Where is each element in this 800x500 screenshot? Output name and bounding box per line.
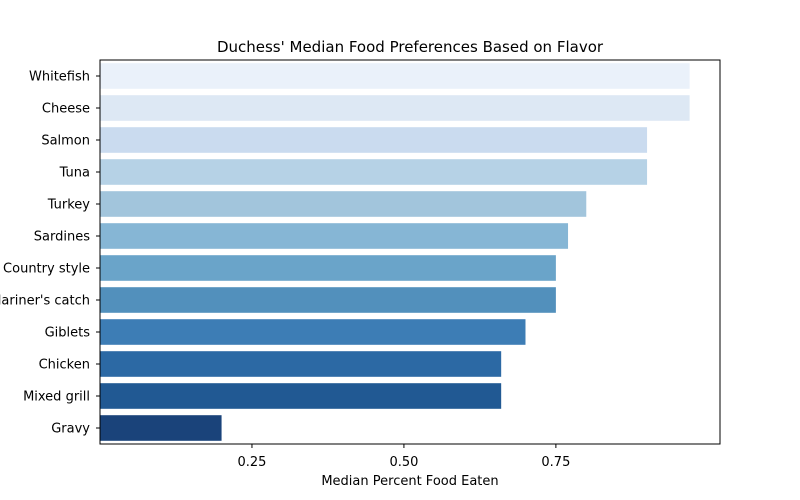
y-tick-label: Salmon: [41, 134, 90, 149]
plot-frame: [99, 59, 721, 445]
bar-country-style: [100, 255, 556, 281]
bar-mixed-grill: [100, 383, 502, 409]
bar-cheese: [100, 95, 690, 121]
bar-turkey: [100, 191, 587, 217]
x-axis-label: Median Percent Food Eaten: [321, 474, 498, 489]
y-tick-label: Mixed grill: [23, 390, 90, 405]
y-tick-label: Mariner's catch: [0, 294, 90, 309]
y-tick-label: Giblets: [45, 326, 91, 341]
bar-gravy: [100, 415, 222, 441]
y-axis-ticks: Whitefish Cheese Salmon Tuna Turkey Sardines C…: [0, 70, 100, 437]
y-tick-label: Chicken: [39, 358, 90, 373]
bar-whitefish: [100, 63, 690, 89]
y-tick-label: Turkey: [47, 198, 91, 213]
bar-salmon: [100, 127, 648, 153]
bar-tuna: [100, 159, 648, 185]
bar-giblets: [100, 319, 526, 345]
x-axis-ticks: 0.25 0.50 0.75: [237, 444, 570, 470]
y-tick-label: Country style: [3, 262, 90, 277]
y-tick-label: Gravy: [51, 422, 90, 437]
bar-mariner-s-catch: [100, 287, 556, 313]
y-tick-label: Whitefish: [29, 70, 90, 85]
x-tick-label: 0.25: [237, 455, 266, 470]
bar-sardines: [100, 223, 569, 249]
x-tick-label: 0.50: [389, 455, 418, 470]
x-tick-label: 0.75: [541, 455, 570, 470]
y-tick-label: Tuna: [59, 166, 90, 181]
y-tick-label: Cheese: [42, 102, 90, 117]
y-tick-label: Sardines: [34, 230, 90, 245]
bars-group: [100, 63, 690, 441]
chart-title: Duchess' Median Food Preferences Based o…: [217, 38, 604, 56]
bar-chicken: [100, 351, 502, 377]
